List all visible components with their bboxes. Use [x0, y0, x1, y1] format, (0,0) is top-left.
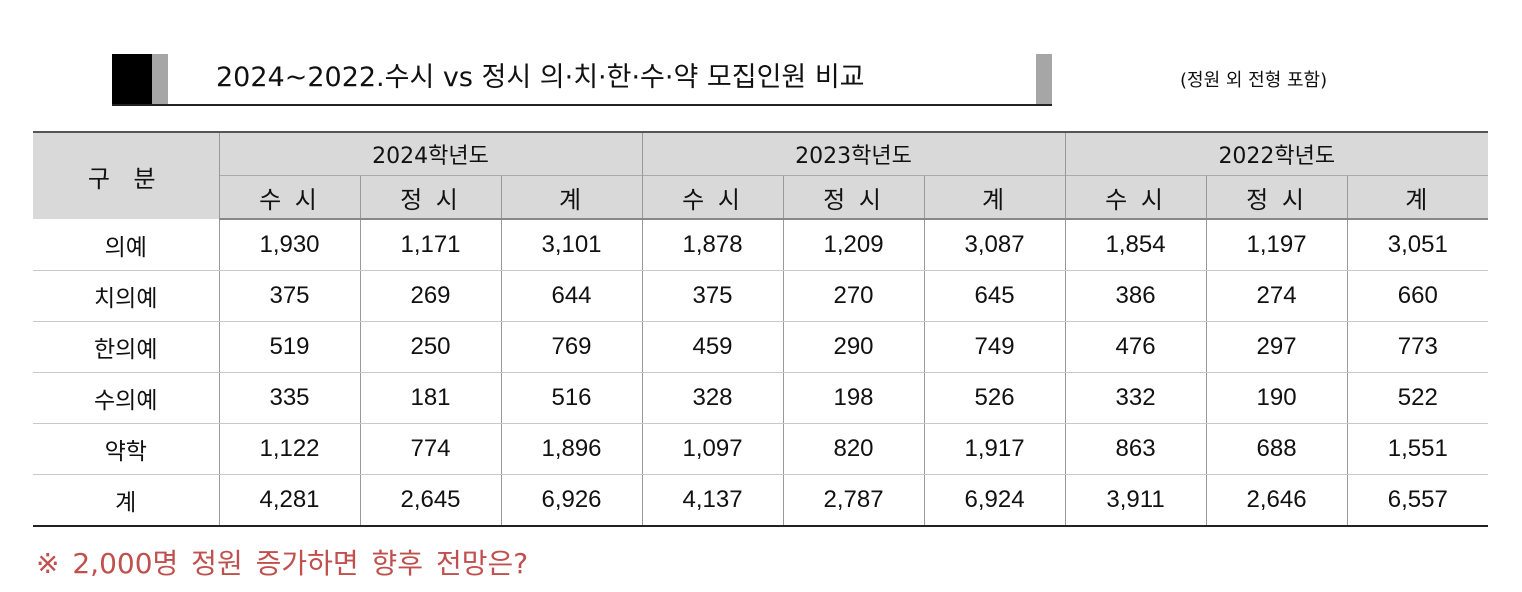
year-header-2022: 2022학년도 — [1064, 131, 1489, 176]
table-cell: 1,122 — [218, 423, 360, 475]
table-cell: 6,557 — [1346, 474, 1489, 527]
table-cell: 274 — [1205, 270, 1348, 322]
table-cell: 1,917 — [923, 423, 1066, 475]
table-cell: 749 — [923, 321, 1066, 373]
table-cell: 773 — [1346, 321, 1489, 373]
table-cell: 332 — [1064, 372, 1207, 424]
row-label: 수의예 — [33, 372, 219, 424]
row-label: 계 — [33, 474, 219, 527]
table-cell: 645 — [923, 270, 1066, 322]
row-label: 의예 — [33, 219, 219, 271]
note-text: (정원 외 전형 포함) — [1180, 70, 1328, 91]
table-cell: 1,197 — [1205, 219, 1348, 271]
corner-header: 구 분 — [33, 131, 219, 219]
table-cell: 386 — [1064, 270, 1207, 322]
table-cell: 250 — [359, 321, 501, 373]
table-cell: 335 — [218, 372, 360, 424]
table-cell: 1,097 — [641, 423, 784, 475]
table-cell: 660 — [1346, 270, 1489, 322]
table-row: 약학 1,122 774 1,896 1,097 820 1,917 863 688 1,551 — [33, 423, 1489, 475]
table-cell: 1,896 — [500, 423, 643, 475]
table-row: 한의예 519 250 769 459 290 749 476 297 773 — [33, 321, 1489, 373]
table-cell: 3,087 — [923, 219, 1066, 271]
table-cell: 688 — [1205, 423, 1348, 475]
table-cell: 4,281 — [218, 474, 360, 527]
table-cell: 1,171 — [359, 219, 501, 271]
table-cell: 2,787 — [782, 474, 925, 527]
table-row: 계 4,281 2,645 6,926 4,137 2,787 6,924 3,911 2,64… — [33, 474, 1489, 527]
sub-header-susi: 수 시 — [218, 175, 360, 220]
title-bar-gray-block-right — [1036, 54, 1052, 104]
table-cell: 476 — [1064, 321, 1207, 373]
table-cell: 644 — [500, 270, 643, 322]
sub-header-susi: 수 시 — [1064, 175, 1207, 220]
table-row: 수의예 335 181 516 328 198 526 332 190 522 — [33, 372, 1489, 424]
table-cell: 1,878 — [641, 219, 784, 271]
sub-header-susi: 수 시 — [641, 175, 784, 220]
table-cell: 4,137 — [641, 474, 784, 527]
title-bar-black-block — [112, 54, 152, 104]
table-cell: 1,209 — [782, 219, 925, 271]
table-cell: 181 — [359, 372, 501, 424]
title-box: 2024~2022.수시 vs 정시 의·치·한·수·약 모집인원 비교 — [112, 54, 1052, 106]
footer-question: ※ 2,000명 정원 증가하면 향후 전망은? — [36, 547, 529, 580]
table-cell: 3,911 — [1064, 474, 1207, 527]
table-cell: 774 — [359, 423, 501, 475]
table-cell: 769 — [500, 321, 643, 373]
table-cell: 270 — [782, 270, 925, 322]
table-cell: 6,924 — [923, 474, 1066, 527]
table-cell: 198 — [782, 372, 925, 424]
table-cell: 1,930 — [218, 219, 360, 271]
table-cell: 375 — [218, 270, 360, 322]
table-cell: 863 — [1064, 423, 1207, 475]
table-cell: 820 — [782, 423, 925, 475]
row-label: 치의예 — [33, 270, 219, 322]
table-cell: 1,854 — [1064, 219, 1207, 271]
table-cell: 328 — [641, 372, 784, 424]
table-row: 의예 1,930 1,171 3,101 1,878 1,209 3,087 1,854 1,1… — [33, 219, 1489, 271]
table-cell: 3,101 — [500, 219, 643, 271]
table-cell: 3,051 — [1346, 219, 1489, 271]
row-label: 약학 — [33, 423, 219, 475]
table-cell: 1,551 — [1346, 423, 1489, 475]
table-cell: 375 — [641, 270, 784, 322]
page-title: 2024~2022.수시 vs 정시 의·치·한·수·약 모집인원 비교 — [216, 62, 865, 93]
table-row: 치의예 375 269 644 375 270 645 386 274 660 — [33, 270, 1489, 322]
table-cell: 6,926 — [500, 474, 643, 527]
table-cell: 269 — [359, 270, 501, 322]
sub-header-jeongsi: 정 시 — [782, 175, 925, 220]
title-bar-gray-block-left — [152, 54, 168, 104]
sub-header-total: 계 — [923, 175, 1066, 220]
row-label: 한의예 — [33, 321, 219, 373]
table-cell: 459 — [641, 321, 784, 373]
table-cell: 190 — [1205, 372, 1348, 424]
table-cell: 516 — [500, 372, 643, 424]
year-header-2024: 2024학년도 — [218, 131, 643, 176]
table-cell: 519 — [218, 321, 360, 373]
sub-header-jeongsi: 정 시 — [1205, 175, 1348, 220]
table-cell: 290 — [782, 321, 925, 373]
sub-header-jeongsi: 정 시 — [359, 175, 501, 220]
table-cell: 522 — [1346, 372, 1489, 424]
sub-header-total: 계 — [1346, 175, 1489, 220]
admission-table: 구 분 2024학년도 2023학년도 2022학년도 수 시 정 시 계 수 … — [33, 131, 1489, 527]
table-cell: 526 — [923, 372, 1066, 424]
table-cell: 2,645 — [359, 474, 501, 527]
table-cell: 2,646 — [1205, 474, 1348, 527]
table-cell: 297 — [1205, 321, 1348, 373]
year-header-2023: 2023학년도 — [641, 131, 1066, 176]
sub-header-total: 계 — [500, 175, 643, 220]
